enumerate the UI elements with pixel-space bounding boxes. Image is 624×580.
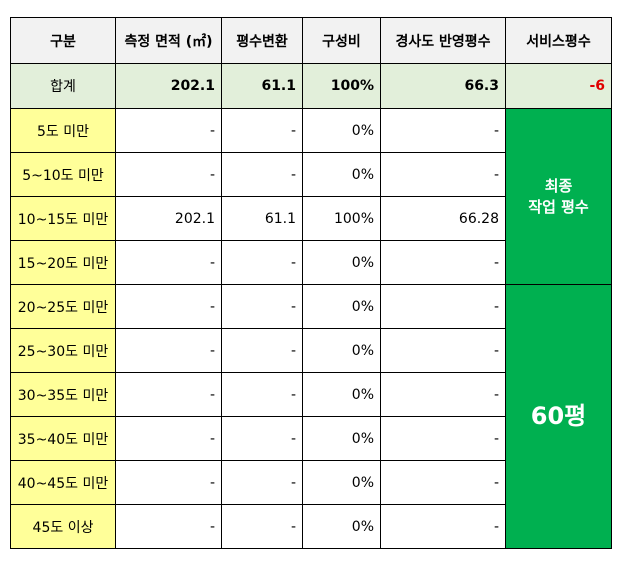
row-area: - <box>115 416 222 461</box>
table-row: 15~20도 미만 - - 0% - <box>10 240 612 285</box>
final-work-label-cell: 최종 작업 평수 <box>505 108 612 285</box>
row-area: - <box>115 152 222 197</box>
row-ratio: 0% <box>302 108 381 153</box>
table-row: 5~10도 미만 - - 0% - <box>10 152 612 197</box>
total-ratio: 100% <box>302 63 381 109</box>
row-label: 45도 이상 <box>10 504 116 549</box>
total-pyeong: 61.1 <box>221 63 303 109</box>
row-area: - <box>115 372 222 417</box>
row-pyeong: - <box>221 372 303 417</box>
row-pyeong: 61.1 <box>221 196 303 241</box>
row-ratio: 0% <box>302 372 381 417</box>
row-ratio: 0% <box>302 328 381 373</box>
row-slope-pyeong: - <box>380 240 506 285</box>
row-pyeong: - <box>221 504 303 549</box>
header-category: 구분 <box>10 17 116 64</box>
row-label: 5도 미만 <box>10 108 116 153</box>
row-slope-pyeong: - <box>380 416 506 461</box>
header-area: 측정 면적 (㎡) <box>115 17 222 64</box>
row-ratio: 0% <box>302 152 381 197</box>
final-work-label-line1: 최종 <box>544 177 573 196</box>
row-pyeong: - <box>221 328 303 373</box>
total-service: -6 <box>505 63 612 109</box>
table-row: 5도 미만 - - 0% - 최종 작업 평수 <box>10 108 612 285</box>
row-slope-pyeong: - <box>380 108 506 153</box>
row-label: 40~45도 미만 <box>10 460 116 505</box>
total-row: 합계 202.1 61.1 100% 66.3 -6 <box>10 63 612 109</box>
final-work-label-line2: 작업 평수 <box>528 197 589 216</box>
header-service: 서비스평수 <box>505 17 612 64</box>
total-area: 202.1 <box>115 63 222 109</box>
row-area: - <box>115 460 222 505</box>
row-pyeong: - <box>221 460 303 505</box>
total-label: 합계 <box>10 63 116 109</box>
total-slope-pyeong: 66.3 <box>380 63 506 109</box>
row-label: 20~25도 미만 <box>10 284 116 329</box>
row-pyeong: - <box>221 240 303 285</box>
row-slope-pyeong: - <box>380 460 506 505</box>
header-row: 구분 측정 면적 (㎡) 평수변환 구성비 경사도 반영평수 서비스평수 <box>10 17 612 64</box>
row-label: 10~15도 미만 <box>10 196 116 241</box>
row-slope-pyeong: - <box>380 152 506 197</box>
row-area: - <box>115 240 222 285</box>
row-label: 5~10도 미만 <box>10 152 116 197</box>
row-pyeong: - <box>221 416 303 461</box>
header-slope-pyeong: 경사도 반영평수 <box>380 17 506 64</box>
row-area: - <box>115 328 222 373</box>
row-area: - <box>115 504 222 549</box>
row-label: 30~35도 미만 <box>10 372 116 417</box>
row-slope-pyeong: - <box>380 284 506 329</box>
row-slope-pyeong: 66.28 <box>380 196 506 241</box>
row-area: - <box>115 108 222 153</box>
row-slope-pyeong: - <box>380 504 506 549</box>
row-area: 202.1 <box>115 196 222 241</box>
row-ratio: 0% <box>302 504 381 549</box>
table-row: 45도 이상 - - 0% - <box>10 504 612 549</box>
final-work-value: 60평 <box>505 284 612 549</box>
table-row: 35~40도 미만 - - 0% - <box>10 416 612 461</box>
row-ratio: 0% <box>302 240 381 285</box>
row-ratio: 100% <box>302 196 381 241</box>
row-ratio: 0% <box>302 416 381 461</box>
row-slope-pyeong: - <box>380 328 506 373</box>
header-pyeong: 평수변환 <box>221 17 303 64</box>
row-pyeong: - <box>221 152 303 197</box>
row-label: 25~30도 미만 <box>10 328 116 373</box>
table-row: 30~35도 미만 - - 0% - <box>10 372 612 417</box>
row-pyeong: - <box>221 284 303 329</box>
row-area: - <box>115 284 222 329</box>
row-label: 15~20도 미만 <box>10 240 116 285</box>
row-slope-pyeong: - <box>380 372 506 417</box>
row-label: 35~40도 미만 <box>10 416 116 461</box>
header-ratio: 구성비 <box>302 17 381 64</box>
table-row: 40~45도 미만 - - 0% - <box>10 460 612 505</box>
slope-area-table: 구분 측정 면적 (㎡) 평수변환 구성비 경사도 반영평수 서비스평수 합계 … <box>10 17 612 549</box>
row-ratio: 0% <box>302 284 381 329</box>
table-row: 20~25도 미만 - - 0% - 60평 <box>10 284 612 549</box>
row-ratio: 0% <box>302 460 381 505</box>
row-pyeong: - <box>221 108 303 153</box>
